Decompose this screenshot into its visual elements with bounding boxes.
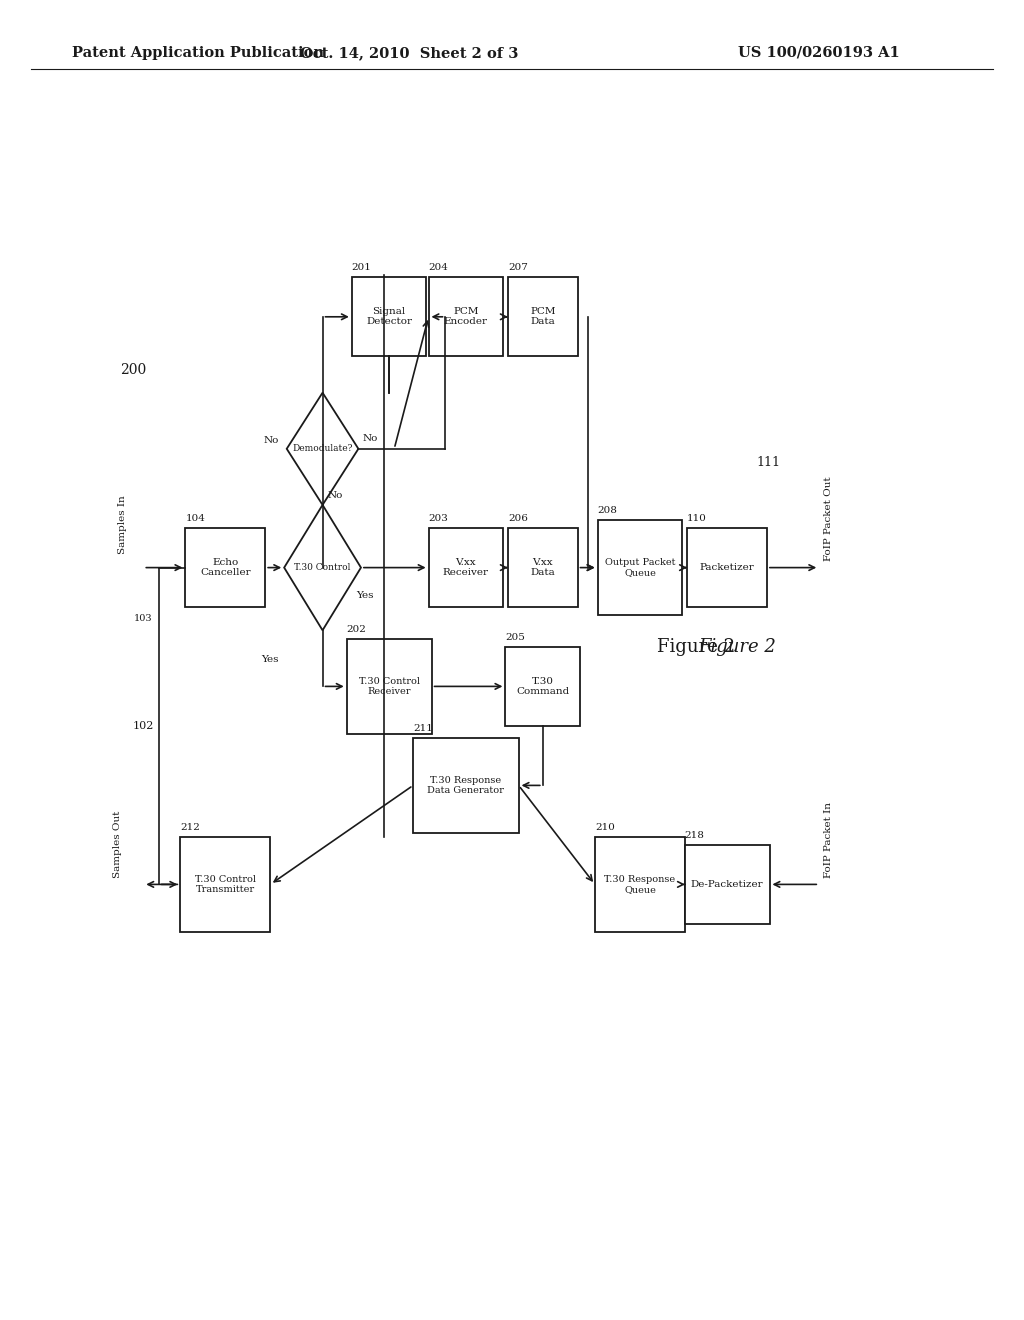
Text: 212: 212 <box>180 822 200 832</box>
Text: V.xx
Receiver: V.xx Receiver <box>443 558 488 577</box>
Text: Figure 2: Figure 2 <box>698 638 776 656</box>
Bar <box>346 639 432 734</box>
Bar <box>185 528 265 607</box>
Text: 102: 102 <box>132 721 154 731</box>
Text: FoIP Packet In: FoIP Packet In <box>824 801 834 878</box>
Bar <box>598 520 682 615</box>
Polygon shape <box>287 393 358 504</box>
Text: 103: 103 <box>134 614 153 623</box>
Text: FoIP Packet Out: FoIP Packet Out <box>824 477 834 561</box>
Bar <box>508 528 578 607</box>
Text: 207: 207 <box>508 263 527 272</box>
Text: 110: 110 <box>687 513 707 523</box>
Text: Yes: Yes <box>261 656 279 664</box>
Text: T.30 Control
Receiver: T.30 Control Receiver <box>358 677 420 696</box>
Text: 201: 201 <box>352 263 372 272</box>
Text: 206: 206 <box>508 513 527 523</box>
Text: Samples In: Samples In <box>119 495 127 554</box>
Text: T.30 Response
Data Generator: T.30 Response Data Generator <box>427 776 505 795</box>
Bar <box>414 738 519 833</box>
Text: Packetizer: Packetizer <box>699 564 755 572</box>
Text: Demodulate?: Demodulate? <box>293 445 352 453</box>
Bar <box>595 837 685 932</box>
Bar <box>684 845 770 924</box>
Text: Patent Application Publication: Patent Application Publication <box>72 46 324 59</box>
Text: T.30 Control
Transmitter: T.30 Control Transmitter <box>195 875 256 894</box>
Text: 205: 205 <box>506 632 525 642</box>
Text: PCM
Data: PCM Data <box>530 308 555 326</box>
Bar <box>508 277 578 356</box>
Text: No: No <box>362 434 379 442</box>
Bar <box>429 277 504 356</box>
Text: 208: 208 <box>598 506 617 515</box>
Text: 218: 218 <box>684 830 705 840</box>
Text: 210: 210 <box>595 822 614 832</box>
Text: 111: 111 <box>756 455 780 469</box>
Bar <box>687 528 767 607</box>
Text: Samples Out: Samples Out <box>114 810 122 878</box>
Text: 203: 203 <box>429 513 449 523</box>
Text: 204: 204 <box>429 263 449 272</box>
Text: Oct. 14, 2010  Sheet 2 of 3: Oct. 14, 2010 Sheet 2 of 3 <box>300 46 519 59</box>
Text: No: No <box>263 437 279 445</box>
Text: Yes: Yes <box>356 591 374 601</box>
Text: 200: 200 <box>120 363 146 376</box>
Polygon shape <box>285 506 360 631</box>
Text: PCM
Encoder: PCM Encoder <box>444 308 487 326</box>
Text: 104: 104 <box>185 513 205 523</box>
Bar <box>506 647 580 726</box>
Text: De-Packetizer: De-Packetizer <box>691 880 763 888</box>
Text: T.30
Command: T.30 Command <box>516 677 569 696</box>
Text: Echo
Canceller: Echo Canceller <box>200 558 251 577</box>
Bar <box>429 528 504 607</box>
Text: V.xx
Data: V.xx Data <box>530 558 555 577</box>
Bar <box>352 277 427 356</box>
Text: Signal
Detector: Signal Detector <box>367 308 412 326</box>
Text: 202: 202 <box>346 624 367 634</box>
Text: US 100/0260193 A1: US 100/0260193 A1 <box>738 46 900 59</box>
Text: Figure 2: Figure 2 <box>657 638 735 656</box>
Bar <box>180 837 270 932</box>
Text: Output Packet
Queue: Output Packet Queue <box>605 558 675 577</box>
Text: 211: 211 <box>414 723 433 733</box>
Text: T.30 Response
Queue: T.30 Response Queue <box>604 875 676 894</box>
Text: No: No <box>328 491 343 500</box>
Text: T.30 Control: T.30 Control <box>294 564 351 572</box>
